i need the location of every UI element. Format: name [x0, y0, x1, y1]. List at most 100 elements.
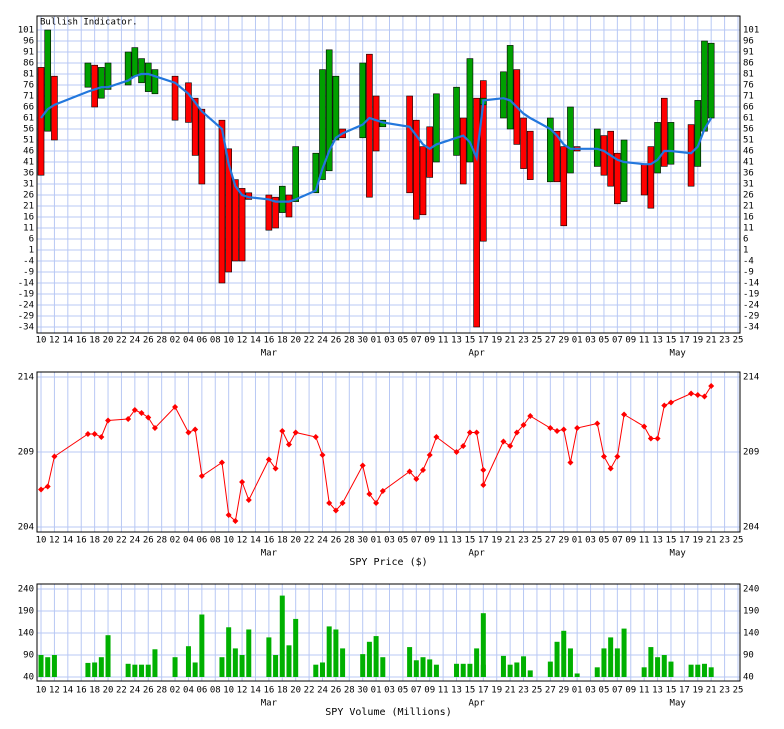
price-marker	[694, 392, 701, 398]
x-tick-label: 16	[76, 686, 87, 696]
price-marker	[500, 438, 507, 445]
x-tick-label: 01	[572, 686, 583, 696]
bar	[406, 95, 413, 194]
bar	[654, 122, 661, 174]
x-tick-label: 28	[344, 686, 355, 696]
price-marker	[480, 482, 487, 488]
volume-bar	[293, 618, 299, 677]
x-tick-label: 04	[183, 686, 194, 696]
y-tick-label: -19	[18, 290, 34, 300]
x-tick-label: 08	[210, 336, 221, 346]
price-marker	[453, 449, 460, 455]
price-marker	[641, 423, 648, 430]
x-tick-label: 07	[612, 536, 623, 546]
bar	[453, 86, 460, 156]
y-tick-label-right: 204	[743, 523, 759, 533]
y-tick-label: 51	[23, 136, 34, 146]
x-tick-label: 18	[277, 536, 288, 546]
volume-bar	[219, 657, 225, 677]
x-tick-label: 25	[532, 536, 543, 546]
y-tick-label: 31	[23, 180, 34, 190]
y-tick-label: 86	[23, 59, 34, 69]
x-tick-label: 08	[210, 686, 221, 696]
volume-bar	[621, 628, 627, 677]
price-marker	[185, 429, 192, 436]
x-tick-label: 10	[36, 686, 47, 696]
x-tick-label: 26	[143, 336, 154, 346]
bar	[433, 93, 440, 163]
x-tick-label: 20	[290, 686, 301, 696]
x-tick-label: 23	[719, 686, 730, 696]
y-tick-label-right: -14	[743, 279, 759, 289]
x-tick-label: 19	[491, 536, 502, 546]
y-tick-label: 61	[23, 114, 34, 124]
bar	[560, 146, 568, 227]
bar	[459, 117, 467, 185]
bar	[694, 100, 702, 167]
bar	[520, 117, 527, 169]
bar	[138, 58, 145, 84]
x-tick-label: 22	[304, 336, 315, 346]
x-tick-label: 11	[438, 336, 449, 346]
x-tick-label: 01	[572, 336, 583, 346]
price-marker	[98, 434, 105, 440]
volume-bar	[668, 661, 674, 677]
x-tick-label: 30	[357, 536, 368, 546]
x-tick-label: 07	[411, 336, 422, 346]
volume-bar	[460, 663, 466, 677]
x-tick-label: 23	[518, 686, 529, 696]
bar	[526, 130, 534, 180]
x-tick-label: 17	[679, 686, 690, 696]
bar	[567, 106, 574, 174]
y-tick-label: -34	[18, 323, 34, 333]
x-tick-label: 11	[438, 686, 449, 696]
y-tick-label-right: 16	[743, 213, 754, 223]
x-tick-label: 03	[585, 536, 596, 546]
bar	[332, 75, 340, 141]
x-tick-label: 16	[263, 686, 274, 696]
y-tick-label-right: 46	[743, 147, 754, 157]
price-marker	[466, 429, 473, 436]
x-tick-label: 11	[639, 336, 650, 346]
bar	[687, 124, 695, 187]
price-marker	[607, 465, 614, 472]
x-tick-label: 20	[290, 536, 301, 546]
x-tick-label: 24	[129, 686, 140, 696]
volume-bar	[601, 648, 607, 677]
x-tick-label: 21	[706, 686, 717, 696]
price-marker	[507, 443, 514, 449]
y-tick-label-right: 96	[743, 37, 754, 47]
volume-bar	[366, 641, 372, 677]
price-marker	[245, 497, 252, 503]
bar	[124, 51, 132, 86]
x-tick-label: 04	[183, 336, 194, 346]
x-tick-label: 20	[103, 686, 114, 696]
volume-bar	[594, 667, 600, 677]
volume-bar	[413, 660, 419, 677]
bar	[707, 42, 715, 119]
price-marker	[332, 507, 339, 514]
bar	[607, 130, 614, 187]
price-marker	[600, 453, 607, 460]
price-marker	[225, 512, 232, 518]
price-marker	[513, 429, 520, 436]
y-tick-label-right: 240	[743, 585, 759, 595]
y-tick-label: 16	[23, 213, 34, 223]
volume-bar	[185, 646, 191, 677]
volume-bar	[521, 656, 527, 677]
price-marker	[319, 452, 326, 458]
x-tick-label: 13	[652, 336, 663, 346]
x-tick-label: 19	[491, 686, 502, 696]
plot-frame	[36, 371, 741, 533]
volume-bar	[514, 662, 520, 677]
x-tick-label: 28	[344, 536, 355, 546]
x-tick-label: 16	[76, 536, 87, 546]
x-tick-label: 05	[397, 536, 408, 546]
x-axis-label: SPY Price ($)	[349, 557, 427, 568]
price-marker	[138, 410, 145, 416]
price-marker	[84, 431, 91, 437]
x-tick-label: 22	[116, 686, 127, 696]
volume-bar	[286, 645, 292, 677]
y-tick-label-right: 11	[743, 224, 754, 234]
